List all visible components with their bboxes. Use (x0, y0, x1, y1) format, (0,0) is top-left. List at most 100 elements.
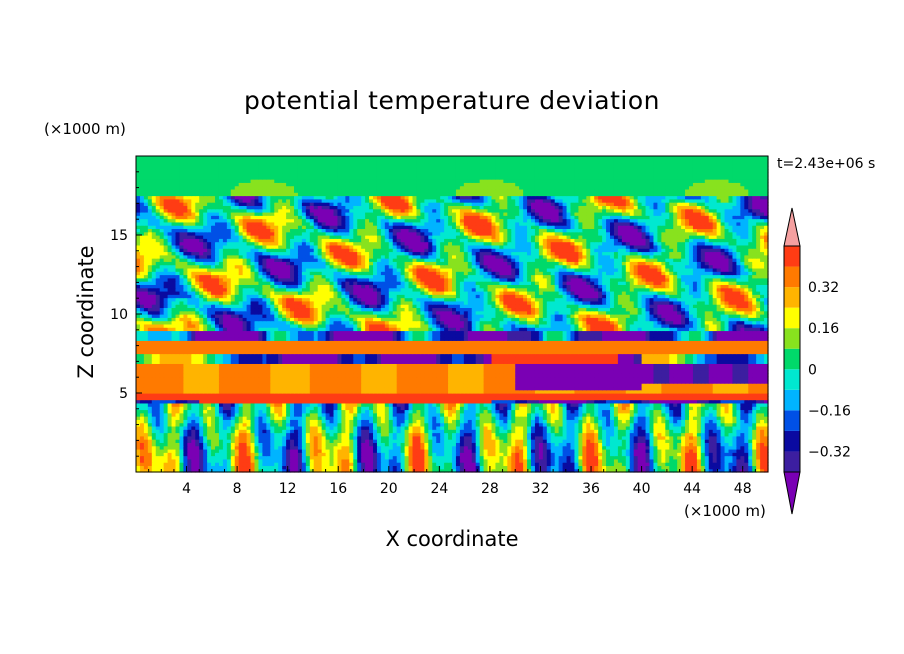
field-cell (376, 432, 382, 437)
field-cell (550, 465, 556, 470)
field-cell (349, 452, 354, 457)
field-cell (641, 419, 647, 424)
field-cell (222, 386, 228, 391)
field-cell (704, 462, 710, 467)
field-cell (278, 425, 283, 430)
field-cell (736, 462, 741, 467)
field-cell (515, 465, 520, 470)
field-cell (365, 396, 370, 401)
field-cell (428, 419, 433, 424)
field-cell (151, 422, 157, 427)
field-cell (673, 458, 678, 463)
field-cell (207, 376, 212, 381)
field-cell (574, 429, 579, 434)
field-cell (345, 435, 350, 440)
field-cell (266, 422, 271, 427)
field-cell (606, 452, 611, 457)
field-cell (554, 468, 560, 473)
field-cell (384, 419, 390, 424)
field-cell (349, 389, 354, 394)
field-cell (459, 409, 465, 414)
field-cell (444, 448, 449, 453)
field-cell (590, 386, 595, 391)
field-cell (455, 462, 461, 467)
field-cell (345, 458, 350, 463)
field-cell (736, 458, 741, 463)
field-cell (222, 409, 228, 414)
field-cell (495, 416, 500, 420)
field-cell (274, 439, 279, 443)
field-cell (499, 402, 504, 407)
field-cell (649, 402, 655, 407)
field-cell (471, 452, 477, 457)
field-cell (218, 422, 224, 427)
field-cell (444, 468, 449, 473)
field-cell (183, 425, 188, 430)
field-cell (696, 462, 702, 467)
field-cell (685, 455, 690, 460)
field-cell (677, 455, 682, 460)
field-cell (511, 389, 516, 394)
field-cell (254, 439, 260, 443)
field-cell (574, 402, 579, 407)
field-cell (681, 445, 686, 450)
field-cell (570, 416, 576, 420)
field-cell (361, 445, 366, 450)
field-cell (309, 419, 315, 424)
field-cell (179, 383, 184, 388)
field-cell (286, 465, 291, 470)
field-cell (653, 429, 658, 434)
field-cell (570, 383, 576, 388)
field-cell (724, 458, 730, 463)
field-cell (621, 396, 627, 401)
field-cell (704, 442, 710, 447)
field-cell (230, 458, 236, 463)
field-cell (361, 419, 366, 424)
field-cell (400, 452, 406, 457)
field-cell (365, 402, 370, 407)
field-cell (637, 445, 643, 450)
field-cell (369, 422, 374, 427)
field-cell (574, 386, 579, 391)
field-cell (345, 439, 350, 443)
field-cell (412, 422, 418, 427)
field-cell (215, 409, 220, 414)
field-cell (748, 435, 753, 440)
field-cell (274, 445, 279, 450)
field-cell (143, 452, 149, 457)
field-cell (613, 386, 619, 391)
field-cell (159, 412, 165, 417)
field-cell (515, 402, 520, 407)
field-cell (610, 452, 615, 457)
field-cell (487, 425, 493, 430)
field-cell (215, 402, 220, 407)
field-cell (373, 432, 378, 437)
field-cell (222, 458, 228, 463)
field-cell (554, 458, 560, 463)
field-cell (203, 419, 208, 424)
field-cell (242, 396, 248, 401)
field-cell (199, 412, 204, 417)
field-cell (708, 458, 714, 463)
field-cell (550, 406, 556, 411)
field-cell (341, 399, 346, 404)
field-cell (392, 458, 398, 463)
field-cell (203, 432, 208, 437)
field-cell (499, 393, 504, 397)
field-cell (424, 465, 429, 470)
field-cell (657, 383, 662, 388)
field-cell (396, 442, 402, 447)
field-cell (357, 376, 362, 381)
field-cell (309, 389, 315, 394)
field-cell (218, 445, 224, 450)
field-cell (199, 383, 204, 388)
field-cell (562, 462, 568, 467)
field-cell (301, 425, 307, 430)
field-cell (159, 448, 165, 453)
field-cell (218, 462, 224, 467)
field-cell (313, 429, 319, 434)
field-cell (602, 468, 607, 473)
field-cell (736, 455, 741, 460)
field-cell (712, 429, 718, 434)
field-cell (471, 409, 477, 414)
